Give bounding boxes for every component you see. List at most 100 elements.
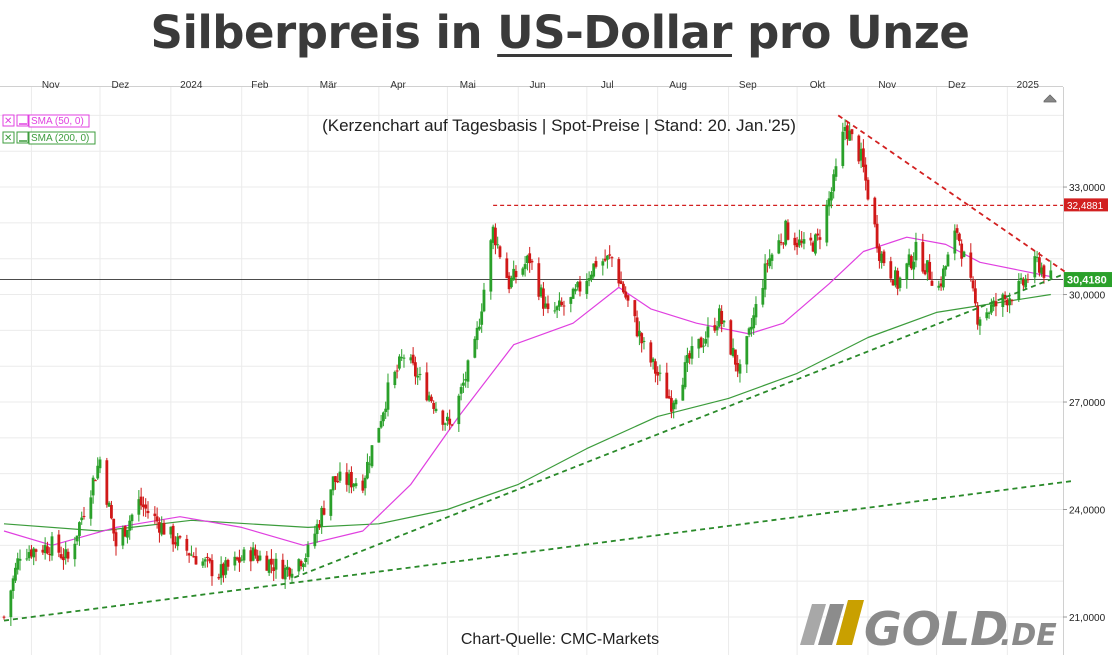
candle-body	[653, 361, 657, 374]
legend-toggle-sma200[interactable]	[2, 131, 15, 144]
candle-body	[925, 260, 929, 273]
candle-body	[256, 555, 260, 562]
candle-body	[208, 558, 212, 562]
candle-body	[126, 530, 129, 538]
candle-body	[827, 198, 831, 207]
candle-body	[793, 237, 797, 246]
candle	[576, 281, 580, 291]
candle	[384, 401, 388, 420]
sma50-line	[3, 236, 1051, 546]
candle	[889, 256, 893, 283]
candle	[1017, 273, 1021, 302]
candle	[82, 506, 86, 520]
close-icon: ✕	[4, 133, 12, 144]
candle-body	[432, 402, 436, 409]
candle	[57, 530, 61, 558]
candle	[409, 354, 413, 364]
candle-body	[112, 518, 116, 534]
candle	[779, 233, 783, 246]
candle	[306, 541, 310, 565]
candle-body	[57, 534, 61, 553]
candle-body	[59, 554, 63, 559]
candle-body	[2, 616, 6, 618]
candle-body	[194, 556, 198, 565]
candle	[978, 316, 982, 335]
candle-body	[544, 303, 548, 308]
candle	[795, 236, 799, 255]
candle-body	[877, 246, 881, 261]
candle	[242, 546, 246, 563]
candle-body	[665, 372, 669, 399]
candle	[811, 240, 815, 253]
candle-body	[242, 549, 246, 561]
logo-text-gold: GOLD	[864, 602, 1008, 655]
candle	[873, 196, 877, 228]
candle	[793, 232, 797, 251]
candle-body	[128, 520, 132, 531]
candle	[203, 557, 207, 568]
candle-body	[667, 396, 671, 399]
candle	[190, 545, 193, 557]
x-tick-label: Nov	[878, 80, 896, 91]
candle	[784, 219, 788, 247]
y-tick-label: 24,0000	[1069, 506, 1106, 517]
candle-body	[496, 244, 500, 246]
candle	[430, 394, 433, 403]
y-tick-label: 21,0000	[1069, 613, 1106, 624]
candle	[859, 142, 863, 169]
candle-body	[235, 557, 239, 560]
candle-body	[290, 573, 294, 578]
candle	[457, 393, 461, 432]
logo-bar-2	[818, 604, 844, 645]
candle	[91, 475, 95, 504]
candle-body	[717, 308, 721, 327]
candle	[66, 548, 70, 563]
candle-body	[409, 357, 413, 361]
candle-body	[752, 315, 756, 329]
last-price-tag-label: 30,4180	[1067, 275, 1107, 287]
candle-body	[601, 261, 605, 266]
candle-body	[288, 568, 292, 577]
candle	[688, 350, 692, 365]
candle	[427, 391, 431, 403]
candle-body	[720, 310, 724, 325]
candle-body	[669, 397, 673, 412]
candle	[880, 251, 884, 269]
legend-item-sma200[interactable]: ✕ SMA (200, 0)	[2, 131, 96, 145]
home-icon[interactable]	[1043, 94, 1057, 103]
candle-body	[302, 563, 305, 568]
candle-body	[1042, 265, 1046, 278]
candle	[251, 542, 255, 562]
candle-body	[379, 421, 383, 428]
candle-body	[971, 280, 975, 289]
candle-body	[558, 300, 561, 307]
candle-body	[960, 243, 964, 259]
candle-body	[574, 288, 577, 292]
chart-source: Chart-Quelle: CMC-Markets	[461, 631, 659, 648]
candle-body	[907, 254, 911, 266]
candle	[480, 303, 484, 333]
candle-body	[733, 349, 737, 365]
candle-body	[350, 472, 353, 488]
candle-body	[674, 399, 678, 405]
candle	[960, 239, 964, 267]
candle	[850, 128, 854, 141]
candle-body	[510, 277, 513, 288]
candle-body	[912, 261, 916, 270]
candle-body	[1001, 294, 1005, 308]
candle-body	[578, 281, 582, 292]
candle-body	[542, 288, 545, 309]
candle-body	[811, 242, 815, 252]
candle	[94, 479, 97, 482]
candle	[274, 553, 278, 579]
legend-item-sma50[interactable]: ✕ SMA (50, 0)	[2, 114, 90, 128]
legend-toggle-sma50[interactable]	[2, 114, 15, 127]
candle-body	[315, 524, 319, 535]
candle	[825, 199, 829, 247]
candle	[368, 456, 372, 474]
candle	[41, 545, 45, 555]
candle-body	[640, 333, 644, 344]
logo-bar-1	[800, 604, 826, 645]
candle	[722, 320, 726, 328]
candle-body	[1010, 300, 1014, 302]
